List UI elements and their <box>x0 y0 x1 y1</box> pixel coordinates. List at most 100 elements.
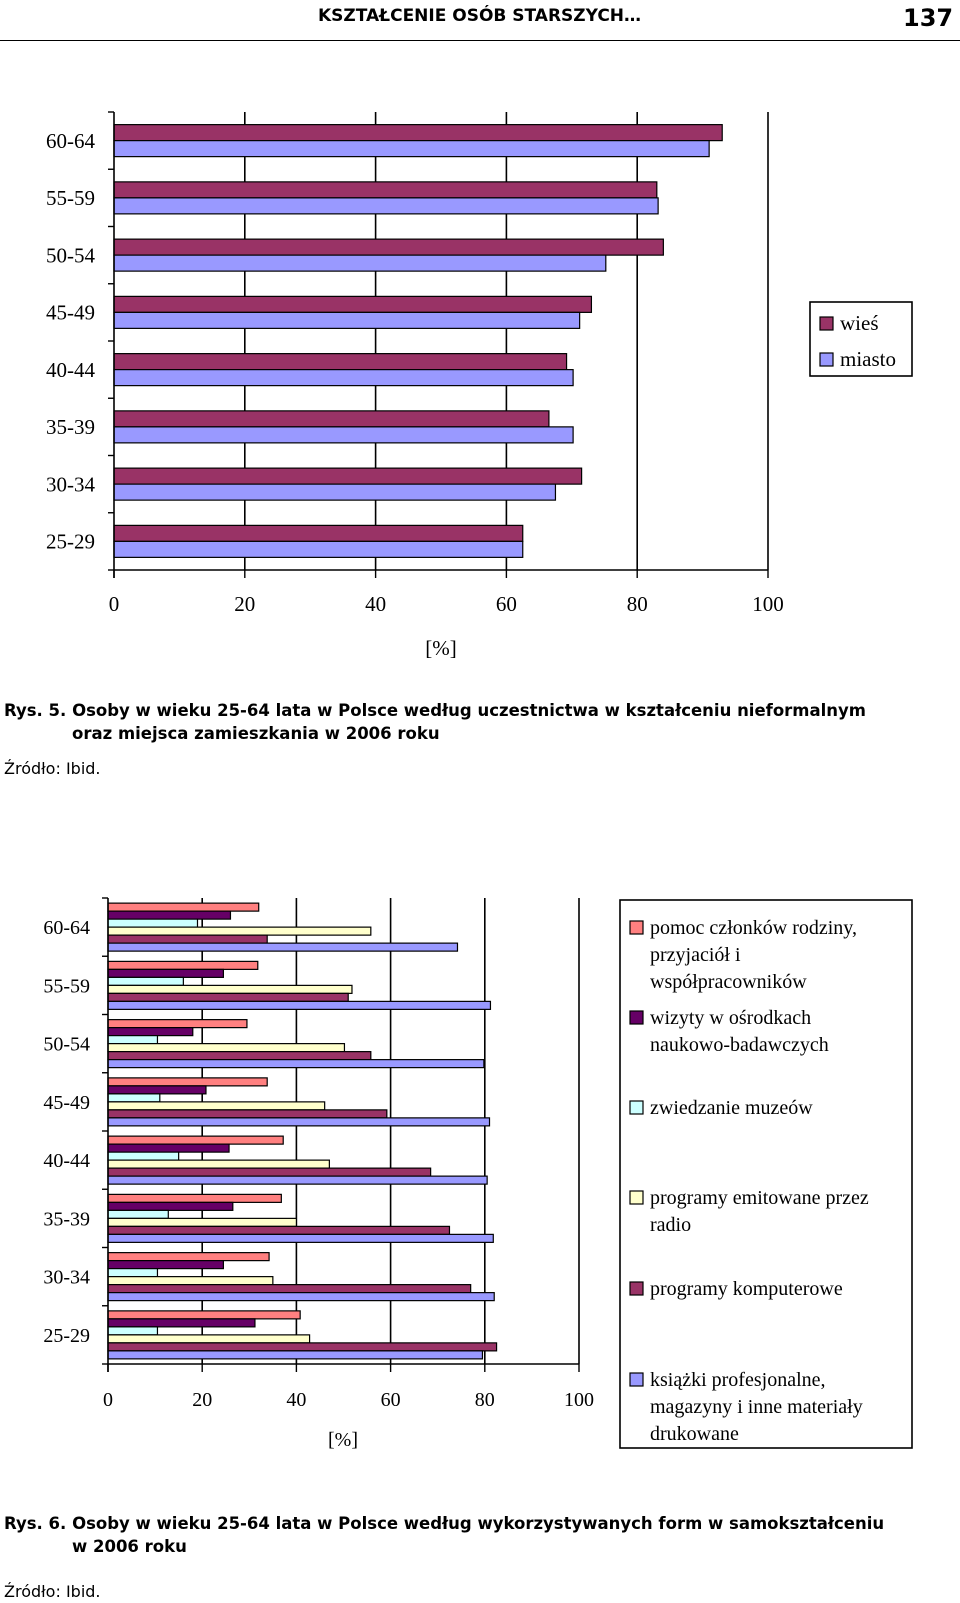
chart1-category-label: 25-29 <box>46 530 95 554</box>
chart1-x-tick-label: 20 <box>234 592 255 616</box>
chart2-bar <box>107 902 260 912</box>
chart2-legend-swatch <box>629 1190 644 1205</box>
chart2-bar <box>107 1051 372 1061</box>
chart2-bar <box>107 1318 256 1328</box>
chart2-category-label: 45-49 <box>43 1092 90 1114</box>
chart1-x-axis-label: [%] <box>425 636 456 660</box>
chart1-legend-label: wieś <box>840 311 879 335</box>
chart2-bar <box>107 1043 346 1053</box>
figure5-caption-number: Rys. 5. <box>4 701 67 720</box>
chart2-legend-label: magazyny i inne materiały <box>650 1396 863 1418</box>
chart2-x-tick-label: 80 <box>475 1389 495 1411</box>
chart2-category-label: 40-44 <box>43 1150 90 1172</box>
chart2-bar <box>107 1225 451 1235</box>
figure5-source: Źródło: Ibid. <box>4 759 101 778</box>
chart1-category-label: 55-59 <box>46 186 95 210</box>
chart2-legend-label: drukowane <box>650 1423 739 1445</box>
chart2-legend-swatch <box>629 1010 644 1025</box>
chart2-bar <box>107 1350 484 1360</box>
chart2-bar <box>107 1167 432 1177</box>
chart2-legend-box <box>619 899 913 1449</box>
chart1-category-label: 40-44 <box>46 358 95 382</box>
chart2-bar <box>107 1201 234 1211</box>
chart2-category-label: 55-59 <box>43 975 90 997</box>
chart2-legend-label: zwiedzanie muzeów <box>650 1097 813 1119</box>
chart2-legend-label: współpracowników <box>650 971 807 993</box>
chart2-bar <box>107 1209 169 1219</box>
chart2-x-tick-label: 0 <box>103 1389 113 1411</box>
chart2-bar <box>107 1085 207 1095</box>
chart2-bar <box>107 960 259 970</box>
chart2-bar <box>107 984 353 994</box>
chart2-bar <box>107 910 232 920</box>
chart2-bar <box>107 1268 159 1278</box>
figure6-source: Źródło: Ibid. <box>4 1582 101 1601</box>
chart2-bar <box>107 1117 491 1127</box>
chart1-category-label: 45-49 <box>46 301 95 325</box>
chart2-legend-label: radio <box>650 1214 691 1236</box>
chart2-x-tick-label: 100 <box>564 1389 594 1411</box>
chart1-category-label: 30-34 <box>46 472 95 496</box>
chart2-bar <box>107 1027 194 1037</box>
chart2-legend-swatch <box>629 1100 644 1115</box>
chart1-x-tick-label: 0 <box>109 592 120 616</box>
chart1-category-label: 50-54 <box>46 243 95 267</box>
chart2-bar <box>107 918 199 928</box>
header-rule <box>0 40 960 41</box>
chart2-category-label: 35-39 <box>43 1208 90 1230</box>
figure6-caption-line2: w 2006 roku <box>72 1537 187 1556</box>
chart1-x-tick-label: 100 <box>752 592 784 616</box>
chart2-legend-swatch <box>629 920 644 935</box>
chart2-bar <box>107 1135 284 1145</box>
chart2-bar <box>107 1175 488 1185</box>
chart2-legend-label: naukowo-badawczych <box>650 1034 829 1056</box>
chart2-legend-label: przyjaciół i <box>650 944 741 966</box>
chart1-x-tick-label: 60 <box>496 592 517 616</box>
chart2-bar <box>107 1101 326 1111</box>
figure6-caption-number: Rys. 6. <box>4 1514 67 1533</box>
chart2-bar <box>107 1310 301 1320</box>
chart2-bar <box>107 1342 498 1352</box>
chart2-legend-swatch <box>629 1281 644 1296</box>
chart1-legend-swatch <box>819 316 834 331</box>
figure5-caption: Rys. 5. Osoby w wieku 25-64 lata w Polsc… <box>4 699 866 745</box>
chart1-x-tick-label: 80 <box>627 592 648 616</box>
chart2-x-tick-label: 40 <box>286 1389 306 1411</box>
chart2-bar <box>107 1252 270 1262</box>
chart2-bar <box>107 1059 485 1069</box>
chart2-bar <box>107 992 349 1002</box>
chart1-x-tick-label: 40 <box>365 592 386 616</box>
chart2-bar <box>107 1260 224 1270</box>
chart1-category-label: 60-64 <box>46 129 95 153</box>
chart2-category-label: 60-64 <box>43 917 90 939</box>
chart2-bar <box>107 1077 268 1087</box>
chart-self-education-forms: 25-29 30-34 35-39 40-44 45-49 50-54 55-59 60-64… <box>43 897 913 1451</box>
running-header-title: KSZTAŁCENIE OSÓB STARSZYCH… <box>318 6 642 26</box>
chart2-legend-swatch <box>629 1372 644 1387</box>
chart2-legend-label: książki profesjonalne, <box>650 1369 826 1391</box>
chart2-bar <box>107 1284 472 1294</box>
chart2-bar <box>107 934 268 944</box>
figure6-caption: Rys. 6. Osoby w wieku 25-64 lata w Polsc… <box>4 1512 884 1558</box>
chart2-bar <box>107 1292 495 1302</box>
chart2-bar <box>107 926 372 936</box>
chart2-bar <box>107 1151 180 1161</box>
chart1-category-label: 35-39 <box>46 415 95 439</box>
chart2-bar <box>107 1143 230 1153</box>
chart2-bar <box>107 1233 494 1243</box>
chart2-bar <box>107 942 459 952</box>
chart-participation-by-residence: 25-29 30-34 35-39 40-44 45-49 50-54 55-59 60-64… <box>46 111 913 660</box>
chart2-legend-label: wizyty w ośrodkach <box>650 1007 811 1029</box>
figure5-caption-line2: oraz miejsca zamieszkania w 2006 roku <box>72 724 440 743</box>
figure5-caption-line1: Osoby w wieku 25-64 lata w Polsce według… <box>72 701 866 720</box>
chart2-bar <box>107 1019 248 1029</box>
chart1-legend-swatch <box>819 352 834 367</box>
chart2-bar <box>107 1334 311 1344</box>
chart2-bar <box>107 976 184 986</box>
page-number: 137 <box>903 4 954 32</box>
chart2-bar <box>107 1093 161 1103</box>
chart2-bar <box>107 1109 388 1119</box>
chart2-category-label: 25-29 <box>43 1325 90 1347</box>
chart2-bar <box>107 1000 492 1010</box>
chart2-legend-label: pomoc członków rodziny, <box>650 917 857 939</box>
